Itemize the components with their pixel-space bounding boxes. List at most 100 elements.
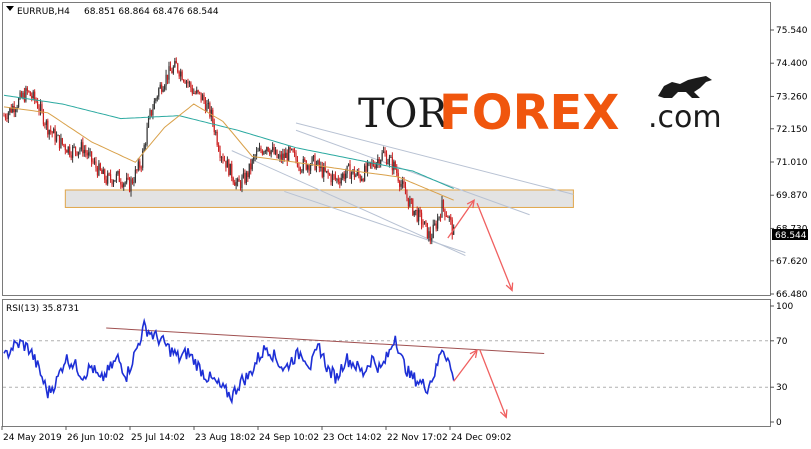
- candle-body: [450, 216, 452, 220]
- rsi-panel-frame: [2, 299, 771, 427]
- candle-body: [345, 173, 347, 180]
- candle-body: [196, 90, 198, 94]
- candle-body: [22, 92, 24, 98]
- brand-text-forex: FOREX: [439, 85, 619, 141]
- candle-body: [257, 150, 259, 152]
- candle-body: [223, 160, 226, 162]
- candle-body: [307, 165, 309, 170]
- candle-body: [254, 155, 256, 157]
- candle-body: [418, 209, 420, 222]
- candle-body: [349, 164, 351, 179]
- candle-body: [288, 147, 290, 161]
- candle-body: [347, 164, 350, 166]
- candle-body: [339, 181, 341, 184]
- rsi-forecast-arrow-0-head: [469, 348, 478, 359]
- candle-body: [400, 183, 402, 187]
- channel-lines: [231, 122, 574, 256]
- candle-body: [406, 194, 408, 198]
- candle-body: [115, 173, 118, 181]
- candle-body: [286, 152, 288, 161]
- candle-body: [250, 163, 252, 170]
- candle-body: [277, 157, 280, 159]
- candle-body: [289, 147, 291, 150]
- current-price-box: [772, 229, 808, 240]
- candle-body: [374, 165, 376, 169]
- candle-body: [85, 149, 87, 153]
- candle-body: [61, 138, 63, 145]
- candle-body: [401, 181, 404, 184]
- candle-body: [215, 131, 217, 133]
- candle-body: [260, 147, 262, 152]
- candle-body: [234, 182, 236, 186]
- candle-body: [184, 81, 186, 84]
- candle-body: [298, 166, 300, 168]
- candle-body: [188, 82, 191, 84]
- candle-body: [434, 223, 436, 225]
- candle-body: [185, 81, 188, 84]
- candle-body: [361, 178, 363, 181]
- forecast-arrows: [447, 198, 514, 292]
- candle-body: [124, 182, 126, 184]
- candle-body: [178, 71, 180, 77]
- candle-body: [355, 174, 357, 178]
- candle-body: [64, 145, 66, 151]
- candle-body: [51, 131, 53, 134]
- candle-body: [111, 179, 113, 185]
- rsi-title: RSI(13) 35.8731: [6, 304, 79, 314]
- candle-body: [272, 147, 274, 151]
- candle-body: [146, 127, 148, 145]
- candle-body: [70, 155, 72, 158]
- price-axis: 75.54074.40073.26072.15071.01069.87068.7…: [770, 26, 808, 300]
- candle-body: [131, 179, 134, 184]
- candle-body: [336, 178, 338, 180]
- candle-body: [139, 161, 141, 168]
- candle-body: [387, 162, 389, 165]
- price-tick-label: 75.540: [776, 26, 808, 36]
- candle-body: [394, 161, 396, 169]
- candle-body: [315, 164, 318, 171]
- candle-body: [15, 109, 17, 113]
- channel-line-3: [284, 190, 466, 254]
- candle-body: [429, 231, 431, 241]
- candle-body: [191, 88, 193, 94]
- candle-body: [438, 216, 440, 219]
- candle-body: [276, 149, 278, 158]
- candle-body: [311, 157, 313, 166]
- candle-body: [321, 165, 323, 177]
- candle-body: [409, 199, 411, 207]
- forecast-arrow-1: [476, 202, 513, 291]
- candle-body: [385, 153, 388, 165]
- candle-body: [98, 163, 100, 176]
- candle-body: [330, 175, 332, 183]
- candle-body: [248, 163, 250, 178]
- candle-body: [180, 71, 182, 77]
- candle-body: [140, 167, 142, 169]
- dropdown-triangle-icon[interactable]: [6, 6, 14, 11]
- candle-body: [63, 144, 65, 146]
- candle-body: [428, 231, 430, 238]
- candle-body: [426, 222, 428, 238]
- candle-body: [317, 160, 319, 165]
- candle-body: [266, 147, 268, 152]
- candle-body: [235, 181, 237, 186]
- candle-body: [34, 91, 36, 100]
- support-zone[interactable]: [64, 189, 574, 208]
- candle-body: [206, 104, 208, 112]
- candle-body: [314, 155, 316, 171]
- candle-body: [359, 175, 361, 181]
- candle-body: [378, 159, 380, 166]
- candle-body: [388, 157, 391, 163]
- candle-body: [291, 148, 293, 150]
- candle-body: [48, 130, 50, 135]
- candle-body: [231, 163, 233, 178]
- price-tick-label: 71.010: [776, 158, 808, 168]
- candle-body: [209, 103, 211, 117]
- candle-body: [365, 165, 367, 172]
- brand-text-com: .com: [648, 100, 722, 135]
- forecast-arrow-0-head: [466, 198, 475, 209]
- candle-body: [295, 152, 297, 160]
- candle-body: [324, 166, 326, 172]
- time-tick-label: 26 Jun 10:02: [67, 433, 124, 443]
- rsi-tick-label: 100: [776, 302, 793, 312]
